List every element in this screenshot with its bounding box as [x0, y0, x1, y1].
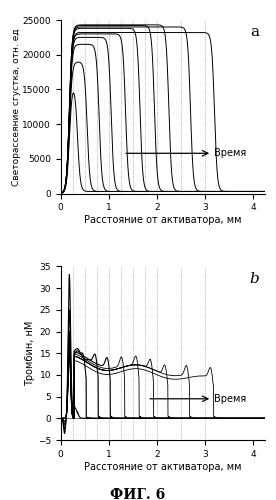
- X-axis label: Расстояние от активатора, мм: Расстояние от активатора, мм: [84, 462, 242, 471]
- Y-axis label: Светорассеяние сгустка, отн. ед: Светорассеяние сгустка, отн. ед: [12, 28, 21, 186]
- Text: a: a: [250, 25, 259, 39]
- Text: Время: Время: [214, 148, 246, 158]
- Y-axis label: Тромбин, нМ: Тромбин, нМ: [25, 320, 35, 386]
- Text: ФИГ. 6: ФИГ. 6: [110, 488, 166, 500]
- X-axis label: Расстояние от активатора, мм: Расстояние от активатора, мм: [84, 215, 242, 225]
- Text: b: b: [249, 272, 259, 285]
- Text: Время: Время: [214, 394, 246, 404]
